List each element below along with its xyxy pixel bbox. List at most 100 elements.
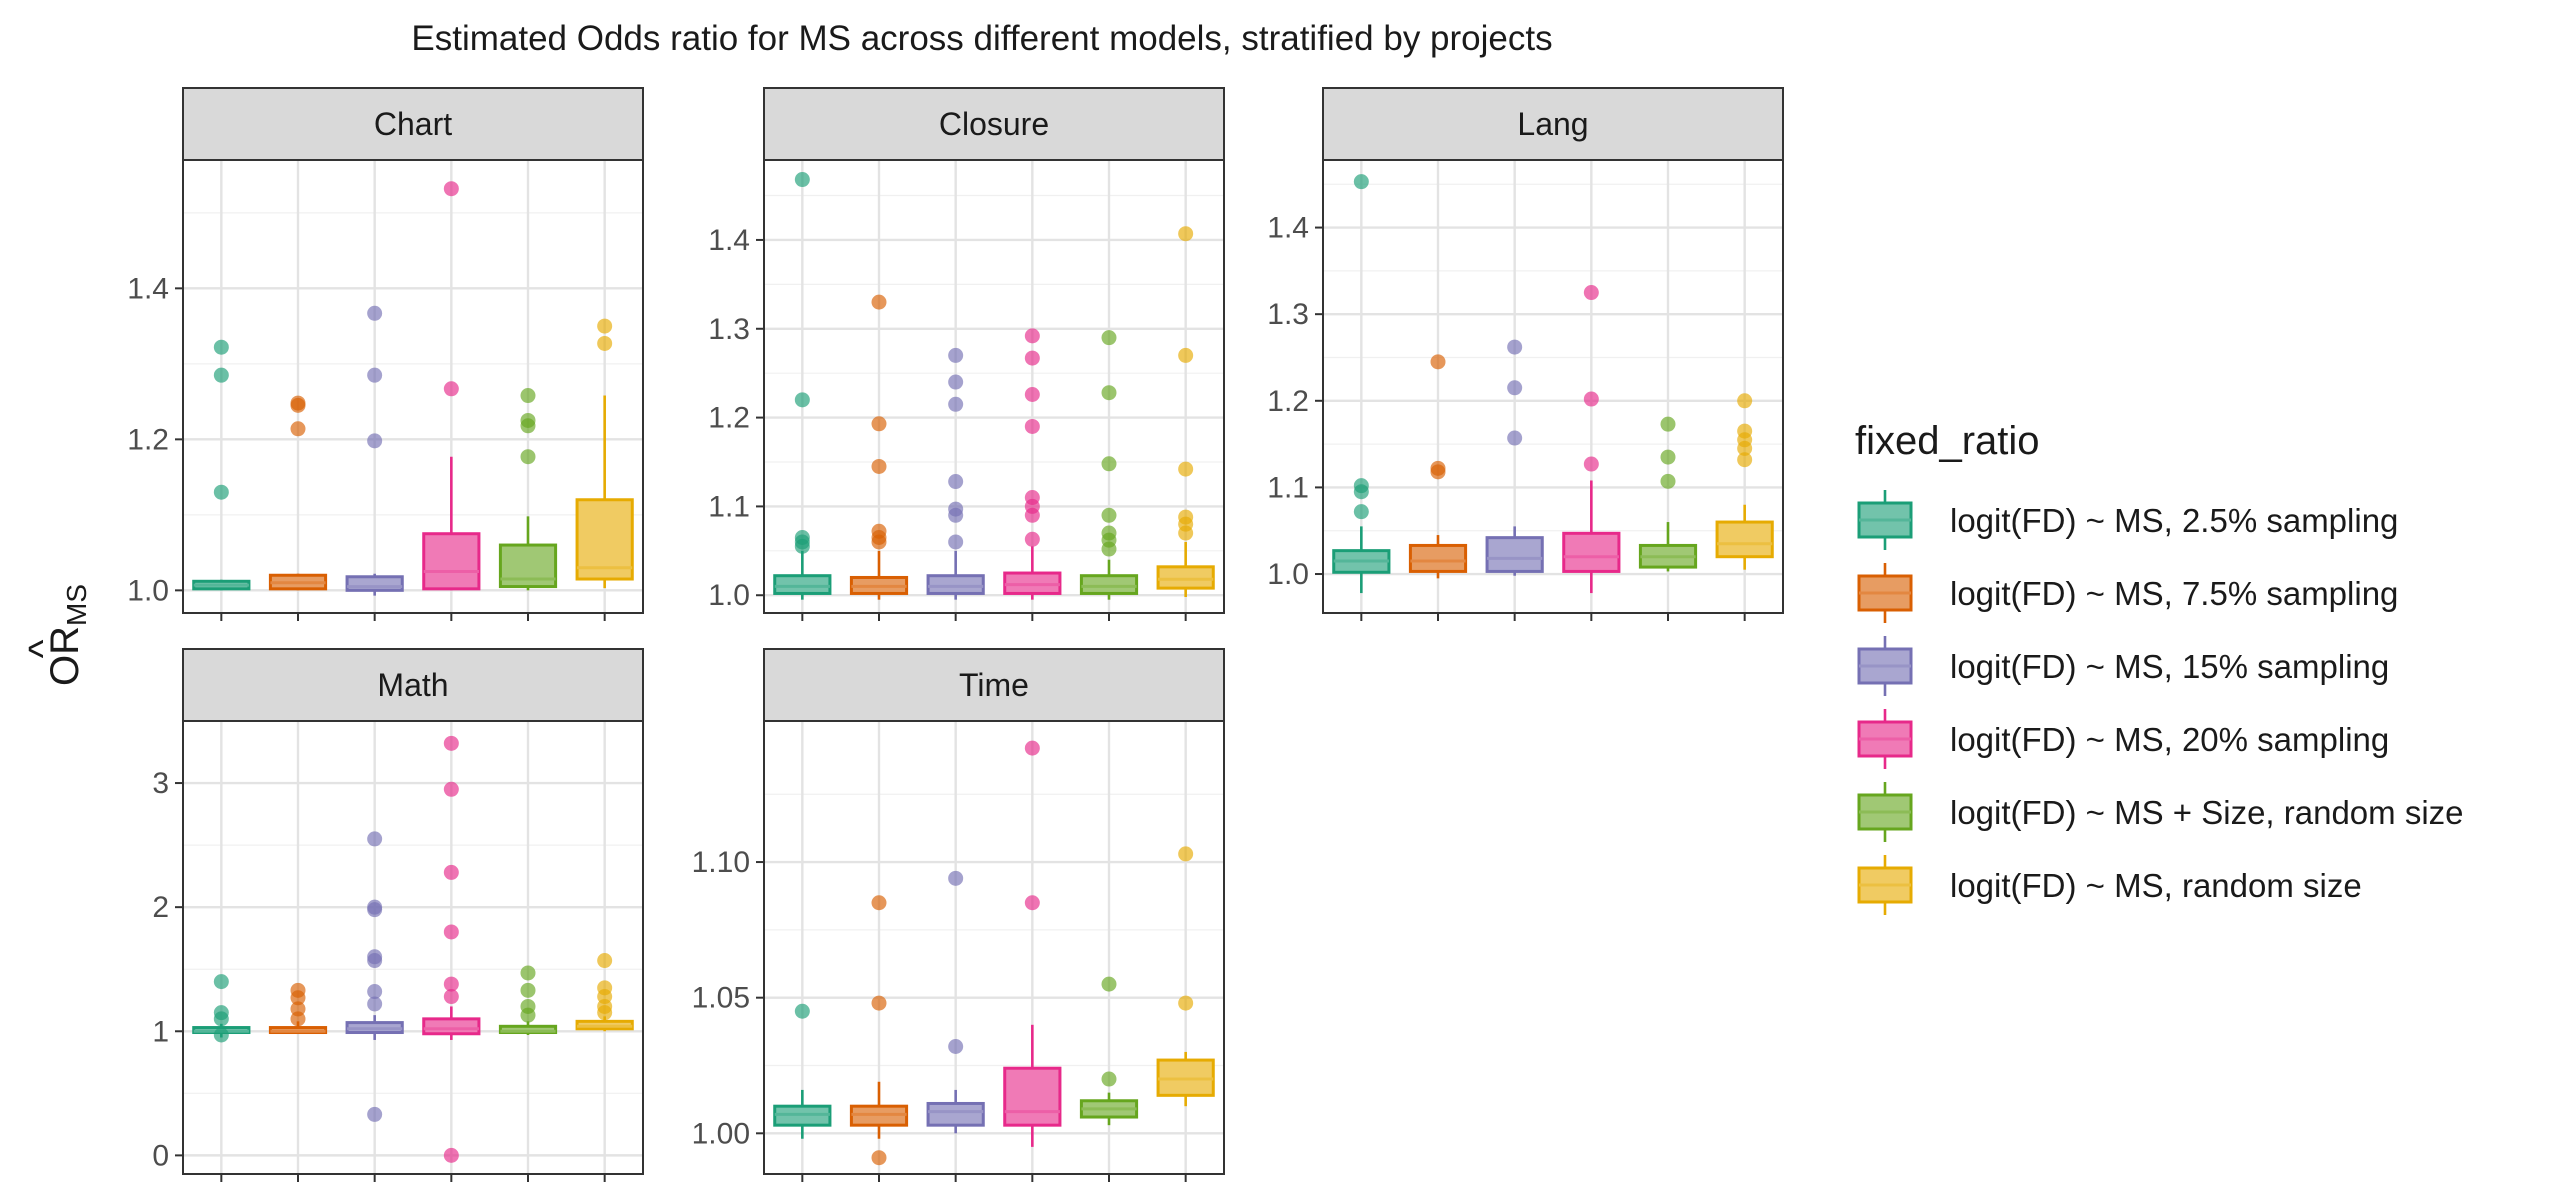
panel-border bbox=[182, 159, 644, 614]
box-chart-1 bbox=[192, 339, 251, 591]
outlier-point bbox=[1178, 995, 1194, 1011]
svg-text:ORMS: ORMS bbox=[43, 584, 92, 686]
outlier-point bbox=[1583, 456, 1599, 472]
outlier-point bbox=[948, 374, 964, 390]
outlier-point bbox=[443, 1147, 459, 1163]
strip-label: Time bbox=[959, 667, 1029, 703]
box-time-5 bbox=[1079, 976, 1139, 1126]
y-tick-label: 1.4 bbox=[708, 224, 750, 257]
y-tick-label: 1.0 bbox=[708, 579, 750, 612]
outlier-point bbox=[443, 781, 459, 797]
outlier-point bbox=[1660, 416, 1676, 432]
outlier-point bbox=[871, 1150, 887, 1166]
outlier-point bbox=[871, 294, 887, 310]
outlier-point bbox=[1583, 391, 1599, 407]
panel-lang: Lang 1.0 1.1 1.2 1.3 1.4 bbox=[1267, 87, 1784, 621]
outlier-point bbox=[1024, 531, 1040, 547]
box-body bbox=[422, 1017, 481, 1036]
panels: Chart1.01.21.4Closure1.01.11.21.31.4Lang… bbox=[127, 87, 1784, 1182]
legend-label: logit(FD) ~ MS, 7.5% sampling bbox=[1950, 575, 2398, 612]
strip-closure bbox=[763, 87, 1225, 161]
box-chart-3 bbox=[345, 305, 404, 596]
box-body bbox=[1715, 520, 1774, 559]
panel-background bbox=[183, 721, 643, 1174]
outlier-point bbox=[367, 831, 383, 847]
y-axis-label: ORMS ^ bbox=[21, 584, 92, 686]
panel-background bbox=[183, 160, 643, 613]
outlier-point bbox=[213, 484, 229, 500]
box-body bbox=[575, 498, 634, 581]
panel-math: Math 0 1 2 3 bbox=[152, 648, 644, 1182]
outlier-point bbox=[948, 347, 964, 363]
panel-background bbox=[764, 160, 1224, 613]
box-body bbox=[1156, 565, 1215, 590]
outlier-point bbox=[367, 1106, 383, 1122]
outlier-point bbox=[1583, 285, 1599, 301]
y-tick-label: 1.1 bbox=[1267, 471, 1309, 504]
box-body bbox=[1003, 1066, 1062, 1127]
outlier-point bbox=[1024, 350, 1040, 366]
y-tick-label: 2 bbox=[152, 891, 169, 924]
y-tick-label: 1.0 bbox=[127, 574, 169, 607]
strip-label: Math bbox=[377, 667, 448, 703]
box-chart-6 bbox=[575, 318, 634, 589]
panel-background bbox=[764, 721, 1224, 1174]
outlier-point bbox=[948, 1039, 964, 1055]
outlier-point bbox=[213, 339, 229, 355]
box-time-2 bbox=[849, 895, 909, 1166]
outlier-point bbox=[213, 974, 229, 990]
outlier-point bbox=[1430, 354, 1446, 370]
box-chart-5 bbox=[498, 388, 558, 591]
outlier-point bbox=[443, 181, 459, 197]
outlier-point bbox=[1178, 461, 1194, 477]
box-math-2 bbox=[268, 982, 328, 1035]
outlier-point bbox=[1024, 386, 1040, 402]
box-time-3 bbox=[926, 870, 985, 1134]
outlier-point bbox=[367, 899, 383, 915]
outlier-point bbox=[1024, 418, 1040, 434]
outlier-point bbox=[597, 980, 613, 996]
box-body bbox=[1408, 543, 1468, 573]
legend-title: fixed_ratio bbox=[1855, 419, 2040, 463]
outlier-point bbox=[1507, 339, 1523, 355]
outlier-point bbox=[794, 172, 810, 188]
outlier-point bbox=[1024, 490, 1040, 506]
outlier-point bbox=[1737, 452, 1753, 468]
box-lang-2 bbox=[1408, 354, 1468, 579]
y-tick-label: 1.05 bbox=[692, 982, 750, 1015]
box-body bbox=[1485, 536, 1544, 573]
box-math-4 bbox=[422, 735, 481, 1163]
box-body bbox=[926, 1101, 985, 1127]
outlier-point bbox=[290, 1001, 306, 1017]
outlier-point bbox=[871, 895, 887, 911]
box-lang-3 bbox=[1485, 339, 1544, 576]
panel-border bbox=[1322, 159, 1784, 614]
legend-entry-5: logit(FD) ~ MS + Size, random size bbox=[1857, 782, 2464, 842]
legend-label: logit(FD) ~ MS + Size, random size bbox=[1950, 794, 2464, 831]
outlier-point bbox=[443, 976, 459, 992]
outlier-point bbox=[367, 996, 383, 1012]
box-chart-2 bbox=[268, 395, 328, 591]
outlier-point bbox=[1101, 1071, 1117, 1087]
outlier-point bbox=[871, 523, 887, 539]
y-tick-label: 1.2 bbox=[127, 423, 169, 456]
outlier-point bbox=[1024, 895, 1040, 911]
y-tick-label: 1.00 bbox=[692, 1117, 750, 1150]
strip-label: Lang bbox=[1517, 106, 1588, 142]
outlier-point bbox=[1101, 330, 1117, 346]
panel-border bbox=[763, 159, 1225, 614]
box-math-1 bbox=[192, 974, 251, 1043]
outlier-point bbox=[443, 924, 459, 940]
chart-title: Estimated Odds ratio for MS across diffe… bbox=[411, 19, 1552, 58]
outlier-point bbox=[367, 949, 383, 965]
outlier-point bbox=[948, 474, 964, 490]
outlier-point bbox=[443, 864, 459, 880]
outlier-point bbox=[1024, 328, 1040, 344]
outlier-point bbox=[520, 388, 536, 404]
outlier-point bbox=[213, 1005, 229, 1021]
outlier-point bbox=[794, 392, 810, 408]
legend-label: logit(FD) ~ MS, 2.5% sampling bbox=[1950, 502, 2398, 539]
box-body bbox=[1079, 574, 1139, 595]
outlier-point bbox=[1430, 460, 1446, 476]
box-body bbox=[345, 575, 404, 592]
